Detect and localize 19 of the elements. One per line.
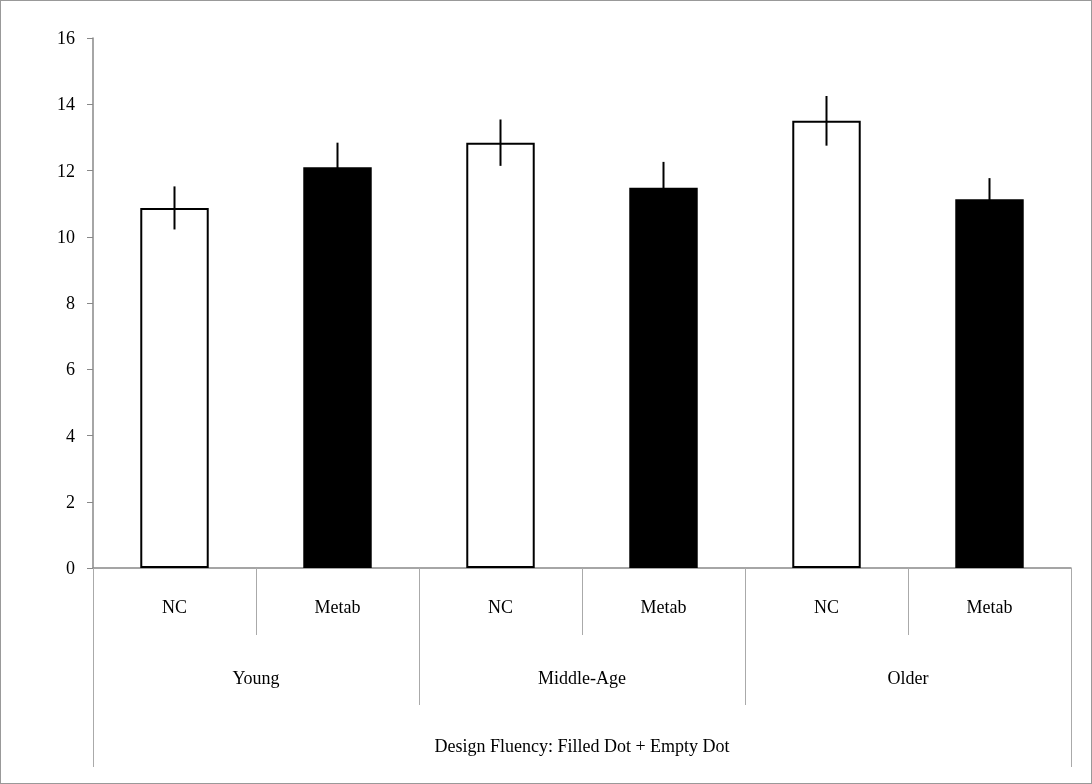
text: Young (232, 668, 280, 688)
y-tick-label: 12 (57, 160, 75, 181)
x-tick-label: NC (487, 597, 514, 617)
x-tick-label: Metab (966, 597, 1013, 617)
y-tick-label: 10 (57, 226, 75, 247)
y-tick-label: 0 (66, 558, 75, 578)
x-tick-label: Metab (314, 597, 361, 617)
x-tick-label: Metab (640, 597, 687, 617)
text: Design Fluency: Filled Dot + Empty Dot (434, 736, 730, 756)
y-tick-label: 2 (66, 491, 75, 512)
y-tick-label: 16 (57, 28, 75, 48)
y-tick-label: 6 (66, 359, 75, 380)
y-tick-label: 4 (66, 425, 75, 446)
x-tick-label: NC (161, 597, 188, 617)
y-tick-label: 8 (66, 293, 75, 313)
y-tick-label: 14 (57, 94, 75, 115)
text: Older (887, 668, 929, 688)
x-tick-label: NC (813, 597, 840, 617)
text: Middle-Age (538, 668, 626, 688)
